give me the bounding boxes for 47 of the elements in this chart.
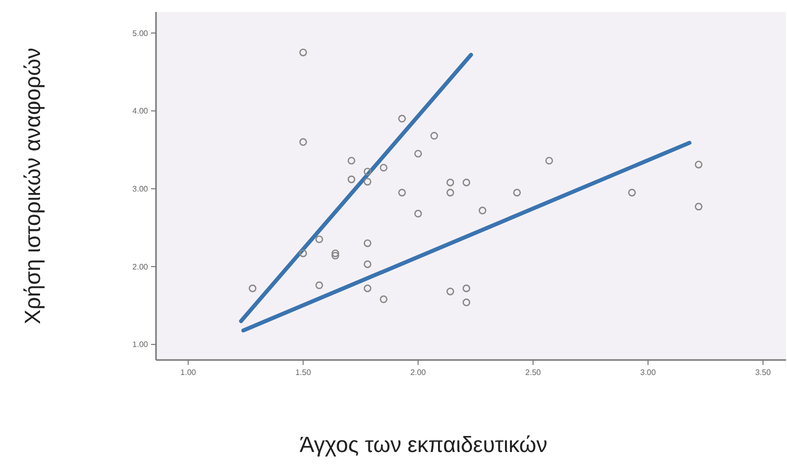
x-tick-label: 3.00 xyxy=(640,368,656,377)
point xyxy=(513,188,521,196)
point xyxy=(348,176,356,184)
x-tick-label: 1.50 xyxy=(295,368,312,377)
point xyxy=(478,206,486,214)
point xyxy=(248,284,256,292)
point xyxy=(331,252,340,260)
point xyxy=(380,295,388,304)
point xyxy=(364,168,372,176)
point xyxy=(462,298,470,306)
x-tick-label: 1.00 xyxy=(180,368,197,377)
point xyxy=(545,156,554,165)
point xyxy=(446,288,454,296)
x-tick-label: 2.00 xyxy=(410,368,426,377)
y-tick-label: 2.00 xyxy=(132,262,149,272)
point xyxy=(380,164,388,172)
x-tick-label: 3.50 xyxy=(755,368,772,377)
x-axis-title: Άγχος των εκπαιδευτικών xyxy=(300,432,548,457)
point xyxy=(299,249,308,258)
point xyxy=(299,138,308,146)
point xyxy=(430,132,438,140)
y-tick-label: 5.00 xyxy=(132,28,149,38)
point xyxy=(414,150,422,158)
point xyxy=(694,202,702,210)
point xyxy=(299,48,308,56)
point xyxy=(462,178,470,186)
point xyxy=(364,178,372,186)
y-axis-title: Χρήση ιστορικών αναφορών xyxy=(20,48,45,324)
y-tick-label: 4.00 xyxy=(132,106,149,116)
point xyxy=(694,160,702,168)
point xyxy=(364,284,372,292)
point xyxy=(364,239,372,248)
y-tick-label: 3.00 xyxy=(132,184,149,194)
point xyxy=(628,188,636,196)
point xyxy=(348,156,356,165)
y-tick-label: 1.00 xyxy=(132,340,149,350)
point xyxy=(398,114,406,123)
x-tick-label: 2.50 xyxy=(525,368,542,377)
point xyxy=(398,188,406,196)
point xyxy=(364,260,372,268)
point xyxy=(446,188,454,196)
point xyxy=(315,281,324,290)
point xyxy=(315,235,324,244)
point xyxy=(446,178,454,186)
point xyxy=(414,210,422,218)
point xyxy=(462,284,470,292)
point xyxy=(331,249,340,258)
